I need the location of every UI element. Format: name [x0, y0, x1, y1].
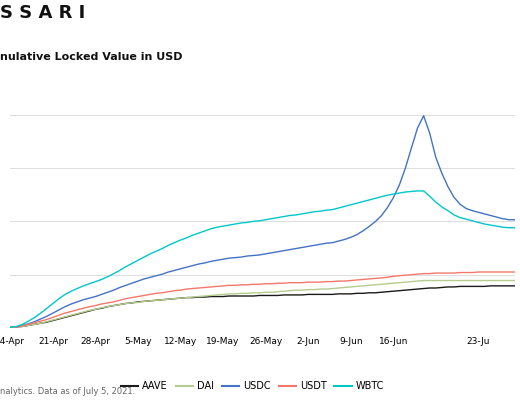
WBTC: [14, 324, 20, 329]
WBTC: [37, 311, 44, 316]
USDT: [232, 283, 238, 288]
Line: AAVE: AAVE: [10, 286, 515, 328]
WBTC: [421, 188, 427, 193]
DAI: [37, 321, 44, 326]
AAVE: [512, 284, 518, 288]
USDC: [37, 316, 44, 321]
USDC: [414, 126, 421, 130]
USDT: [7, 325, 14, 330]
AAVE: [232, 294, 238, 298]
WBTC: [232, 222, 238, 226]
Line: USDC: USDC: [10, 116, 515, 328]
USDT: [37, 319, 44, 324]
DAI: [7, 325, 14, 330]
USDT: [475, 270, 482, 274]
USDC: [232, 255, 238, 260]
USDT: [390, 274, 396, 279]
WBTC: [256, 218, 263, 223]
DAI: [421, 278, 427, 283]
Legend: AAVE, DAI, USDC, USDT, WBTC: AAVE, DAI, USDC, USDT, WBTC: [117, 377, 388, 395]
DAI: [414, 279, 421, 284]
WBTC: [414, 188, 421, 193]
AAVE: [7, 325, 14, 330]
AAVE: [14, 324, 20, 329]
USDC: [421, 113, 427, 118]
WBTC: [512, 225, 518, 230]
DAI: [390, 281, 396, 286]
WBTC: [390, 192, 396, 196]
AAVE: [414, 287, 421, 292]
USDC: [390, 196, 396, 200]
DAI: [14, 324, 20, 329]
USDT: [14, 324, 20, 329]
AAVE: [37, 321, 44, 326]
USDT: [256, 282, 263, 287]
Line: USDT: USDT: [10, 272, 515, 328]
USDC: [7, 325, 14, 330]
WBTC: [7, 325, 14, 330]
USDC: [512, 217, 518, 222]
Text: nalytics. Data as of July 5, 2021.: nalytics. Data as of July 5, 2021.: [0, 387, 135, 396]
Line: WBTC: WBTC: [10, 191, 515, 328]
USDC: [256, 252, 263, 257]
USDT: [512, 270, 518, 274]
Text: nulative Locked Value in USD: nulative Locked Value in USD: [0, 52, 183, 62]
Text: S S A R I: S S A R I: [0, 4, 85, 22]
AAVE: [390, 289, 396, 294]
DAI: [512, 278, 518, 283]
USDT: [414, 272, 421, 276]
USDC: [14, 324, 20, 329]
AAVE: [256, 293, 263, 298]
DAI: [232, 292, 238, 296]
AAVE: [487, 284, 493, 288]
DAI: [256, 290, 263, 295]
Line: DAI: DAI: [10, 280, 515, 328]
